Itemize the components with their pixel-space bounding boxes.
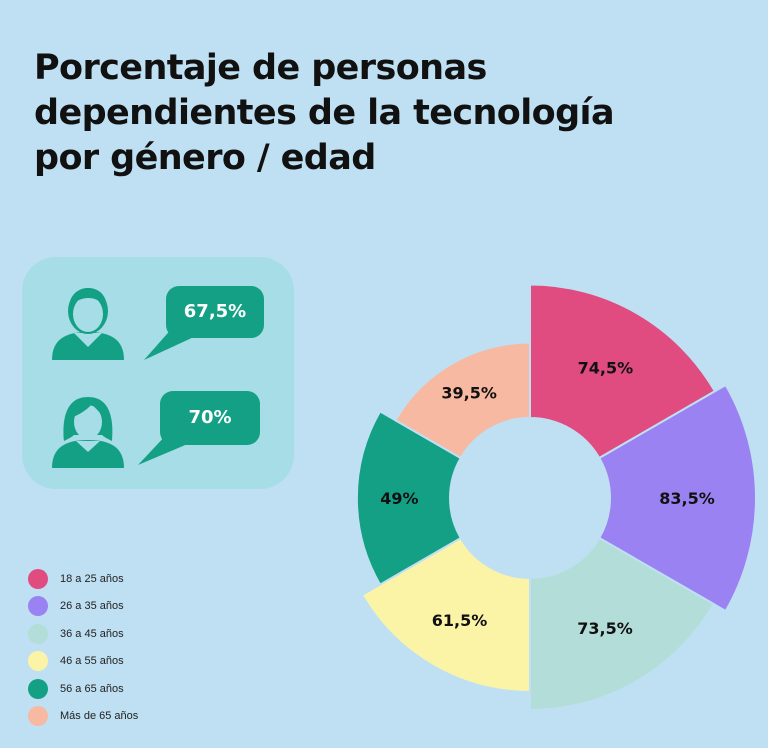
legend-label: 26 a 35 años	[60, 600, 124, 613]
legend-swatch	[28, 623, 48, 644]
donut-slice-label-1: 74,5%	[578, 358, 634, 377]
legend-swatch	[28, 678, 48, 699]
donut-slice-label-3: 73,5%	[577, 619, 633, 638]
legend-item: 36 a 45 años	[28, 620, 138, 648]
donut-slice-label-2: 83,5%	[659, 489, 715, 508]
legend-item: 26 a 35 años	[28, 593, 138, 621]
legend-label: Más de 65 años	[60, 710, 139, 723]
chart-legend: 18 a 25 años 26 a 35 años 36 a 45 años 46 a…	[28, 565, 138, 730]
legend-label: 36 a 45 años	[60, 627, 124, 640]
age-donut-chart: 74,5% 83,5% 73,5% 61,5% 49% 39,5%	[355, 283, 757, 712]
gender-card: 67,5% 70%	[22, 257, 294, 489]
female-speech-bubble	[138, 391, 260, 465]
title-line-2: dependientes de la tecnología	[34, 93, 615, 133]
donut-slice-label-4: 61,5%	[432, 611, 488, 630]
legend-item: 56 a 65 años	[28, 675, 138, 703]
page-title: Porcentaje de personas dependientes de l…	[34, 46, 674, 181]
legend-item: Más de 65 años	[28, 703, 138, 731]
title-line-1: Porcentaje de personas	[34, 48, 487, 88]
male-speech-bubble	[144, 286, 264, 360]
legend-swatch	[28, 651, 48, 672]
legend-swatch	[28, 568, 48, 589]
female-percentage: 70%	[188, 407, 232, 428]
legend-label: 18 a 25 años	[60, 572, 124, 585]
male-person-icon	[52, 288, 124, 360]
male-percentage: 67,5%	[183, 301, 247, 322]
legend-label: 46 a 55 años	[60, 655, 124, 668]
title-line-3: por género / edad	[34, 138, 376, 178]
donut-hole	[450, 418, 610, 578]
legend-item: 18 a 25 años	[28, 565, 138, 593]
legend-label: 56 a 65 años	[60, 682, 124, 695]
donut-slice-label-5: 49%	[380, 489, 418, 508]
legend-swatch	[28, 706, 48, 727]
legend-swatch	[28, 596, 48, 617]
female-person-icon	[52, 397, 124, 468]
donut-slice-label-6: 39,5%	[441, 384, 497, 403]
legend-item: 46 a 55 años	[28, 648, 138, 676]
